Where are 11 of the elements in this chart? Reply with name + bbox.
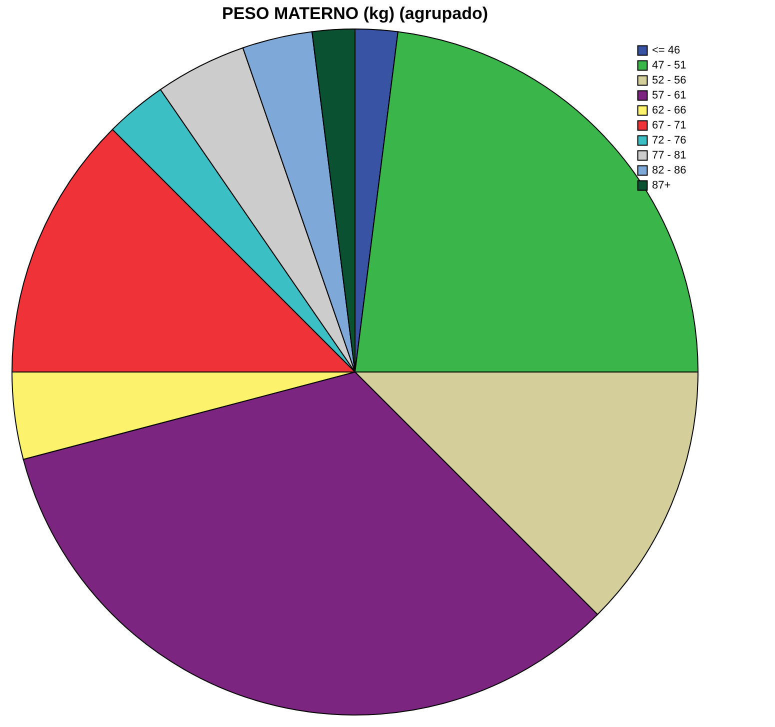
legend-label: 82 - 86: [652, 164, 686, 176]
legend-label: <= 46: [652, 44, 680, 56]
legend-label: 62 - 66: [652, 104, 686, 116]
legend-label: 57 - 61: [652, 90, 686, 102]
legend-label: 87+: [652, 180, 671, 192]
legend-label: 77 - 81: [652, 150, 686, 162]
legend-label: 52 - 56: [652, 74, 686, 86]
legend-label: 72 - 76: [652, 134, 686, 146]
chart-title: PESO MATERNO (kg) (agrupado): [222, 4, 488, 23]
legend-label: 67 - 71: [652, 120, 686, 132]
legend-label: 47 - 51: [652, 60, 686, 72]
